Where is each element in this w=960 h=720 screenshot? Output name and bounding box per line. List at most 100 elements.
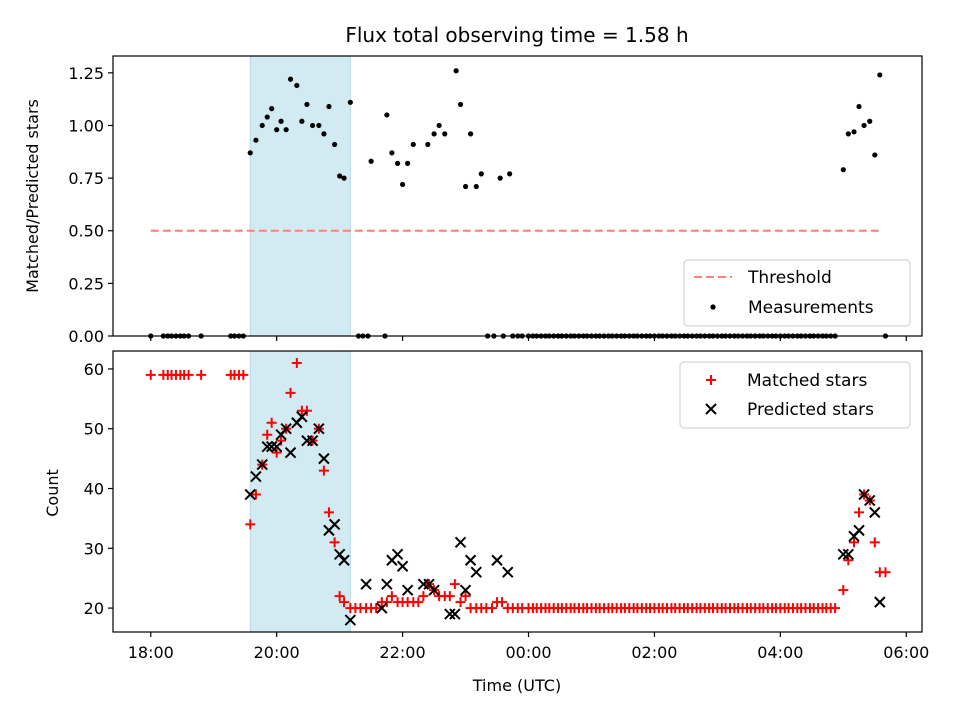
matched-point	[880, 567, 891, 578]
measurement-point	[457, 101, 464, 108]
predicted-point	[401, 584, 414, 596]
measurement-point	[247, 150, 253, 156]
predicted-point	[853, 524, 865, 537]
predicted-point	[428, 584, 440, 596]
predicted-point	[842, 548, 855, 560]
measurement-point	[872, 152, 878, 158]
matched-point	[869, 537, 880, 548]
measurement-point	[384, 112, 390, 118]
predicted-point	[284, 446, 297, 459]
shaded-region	[249, 350, 351, 633]
measurement-point	[867, 118, 873, 124]
legend: Threshold Measurements	[683, 259, 911, 327]
y-tick-label: 20	[84, 599, 104, 618]
legend: Matched stars Predicted stars	[679, 361, 911, 429]
predicted-point	[306, 434, 319, 447]
predicted-point	[464, 554, 477, 566]
axes-frame	[112, 350, 923, 633]
measurement-point	[389, 150, 395, 156]
matched-point	[271, 447, 282, 458]
predicted-point	[837, 548, 850, 560]
predicted-point	[391, 548, 404, 560]
measurement-point	[304, 101, 310, 108]
y-tick-label: 0.00	[68, 327, 104, 346]
measurement-point	[877, 72, 883, 78]
matched-point	[487, 603, 498, 614]
matched-point	[413, 597, 424, 608]
matched-point	[497, 597, 508, 608]
measurement-point	[497, 175, 503, 181]
measurement-point	[425, 141, 431, 148]
y-tick-label: 0.75	[68, 169, 104, 188]
matched-point	[455, 597, 466, 608]
shaded-region	[249, 55, 351, 337]
predicted-point	[328, 518, 341, 531]
predicted-point	[454, 536, 467, 549]
matched-point	[318, 465, 329, 476]
measurement-point	[283, 127, 289, 133]
matched-point	[276, 435, 287, 446]
predicted-point	[265, 440, 278, 453]
matched-point	[849, 537, 860, 548]
predicted-point	[280, 423, 292, 435]
predicted-point	[250, 470, 262, 483]
measurement-point	[299, 118, 305, 124]
measurement-point	[400, 181, 406, 188]
predicted-point	[396, 560, 409, 572]
y-tick-label: 1.25	[68, 64, 104, 83]
axes-frame	[112, 55, 923, 337]
measurement-point	[394, 160, 401, 166]
y-tick-label: 0.50	[68, 222, 104, 241]
predicted-point	[864, 494, 876, 507]
matched-point	[323, 507, 334, 518]
predicted-point	[376, 602, 388, 614]
y-axis-label-count: Count	[43, 469, 62, 517]
matched-point	[449, 579, 460, 590]
matched-point	[262, 429, 273, 440]
matched-point	[381, 597, 392, 608]
predicted-point	[502, 566, 514, 578]
measurement-point	[405, 160, 411, 166]
matched-point	[245, 519, 256, 530]
predicted-point	[344, 614, 357, 626]
measurement-point	[337, 173, 343, 179]
y-tick-label: 1.00	[68, 116, 104, 135]
measurement-point	[316, 122, 322, 129]
y-tick-label: 50	[84, 420, 104, 439]
y-tick-label: 30	[84, 539, 104, 558]
legend-measurement-label: Measurements	[748, 298, 874, 318]
x-tick-label: 18:00	[128, 643, 174, 662]
y-axis-label-ratio: Matched/Predicted stars	[23, 99, 42, 293]
measurement-point	[326, 103, 332, 110]
predicted-point	[270, 440, 283, 453]
predicted-point	[470, 566, 482, 578]
measurement-point	[410, 141, 416, 148]
matched-point	[285, 387, 296, 398]
matched-point	[386, 591, 397, 602]
predicted-point	[874, 596, 886, 608]
series-matched-stars	[145, 357, 891, 614]
x-tick-label: 00:00	[505, 643, 551, 662]
predicted-point	[333, 548, 346, 560]
measurement-point	[462, 183, 469, 190]
legend-matched-label: Matched stars	[747, 371, 867, 391]
measurement-point	[287, 76, 294, 82]
measurement-point	[507, 171, 513, 177]
measurement-point	[840, 167, 846, 173]
measurement-point	[309, 122, 316, 129]
measurement-point	[278, 118, 284, 124]
matched-point	[339, 597, 350, 608]
matched-point	[250, 489, 261, 500]
x-tick-label: 02:00	[631, 643, 677, 662]
legend-matched-swatch	[706, 375, 716, 385]
predicted-point	[381, 578, 393, 590]
ratio-panel: 0.00 0.25 0.50 0.75 1.00 1.25 Threshold Measure…	[68, 55, 923, 346]
measurement-point	[478, 171, 484, 177]
predicted-point	[318, 452, 330, 465]
legend-predicted-swatch	[705, 403, 717, 415]
measurement-point	[274, 127, 280, 133]
measurement-point	[321, 131, 327, 137]
matched-point	[460, 591, 471, 602]
matched-point	[329, 537, 340, 548]
series-predicted-stars	[244, 411, 886, 626]
